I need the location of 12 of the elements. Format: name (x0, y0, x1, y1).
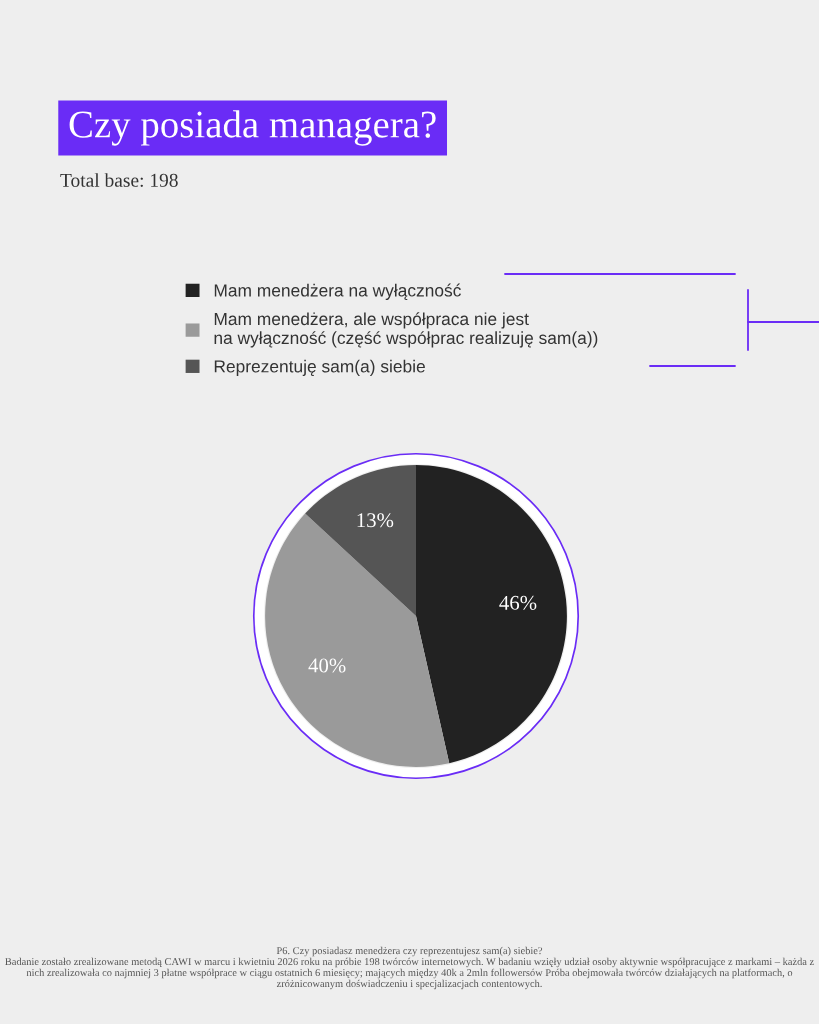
data-label: 40% (308, 658, 346, 673)
pie-slice (305, 465, 416, 616)
data-label: 13% (357, 513, 394, 528)
data-label: 46% (499, 595, 537, 610)
chart-title: Czy posiada managera? (69, 110, 436, 146)
text: P6. Czy posiadasz menedżera czy reprezentujesz sam(a) siebie? Badanie zostało zrealizowane metodą CAWI w marcu i kwietniu 2026 roku na próbie 198 twórców internetowych. W badaniu wzięły udział osoby aktywnie współpracujące z markami – każda z nich zrealizowała co najmniej 3 płatne współprace w ciągu ostatnich 6 miesięcy; mających między 40k a 2mln followersów Próba obejmowała twórców działających na platformach, o zróżnicowanym doświadczeniu i specjalizacjach contentowych. (5, 946, 814, 990)
legend-label: Mam menedżera, ale współpraca nie jest na wyłączność (część współprac realizuję sam(a)) (214, 312, 598, 348)
legend-label: Mam menedżera na wyłączność (214, 283, 461, 301)
chart-subtitle: Total base: 198 (60, 173, 178, 187)
legend-label: Reprezentuję sam(a) siebie (214, 359, 425, 376)
pie-slice (416, 465, 567, 764)
pie-slice (265, 513, 450, 767)
